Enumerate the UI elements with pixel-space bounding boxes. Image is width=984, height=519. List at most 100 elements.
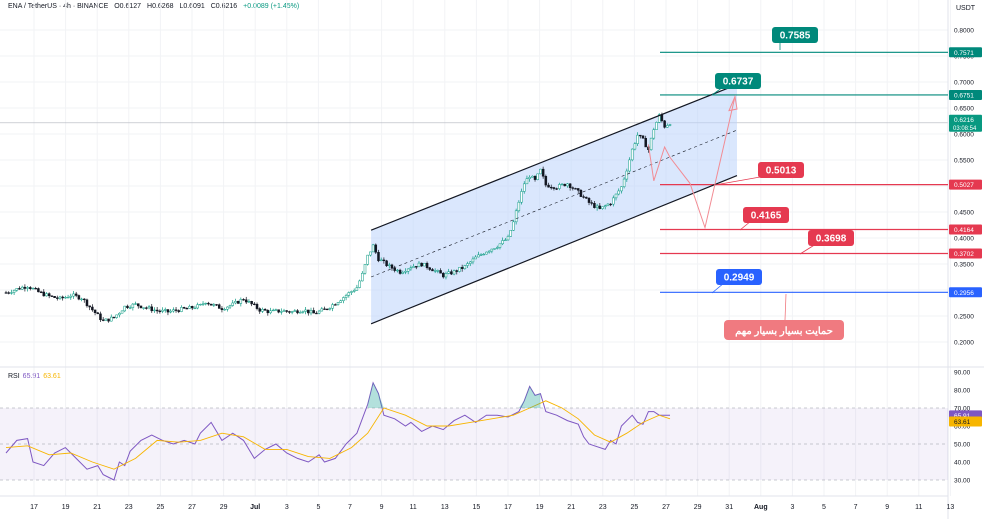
candle-body	[18, 288, 21, 290]
candle-body	[185, 307, 189, 310]
candle-body	[317, 310, 321, 314]
time-tick-label: 7	[348, 504, 352, 511]
candle-body	[296, 310, 299, 314]
rsi-axis: 90.00 80.00 70.00 60.00 50.00 40.00 30.00 65.91…	[949, 370, 982, 485]
time-tick-label: 23	[599, 504, 607, 511]
time-axis[interactable]: 17 19 21 23 25 27 29 Jul 3 5 7 9 11 13 15 17 19 21 23 25 27 2…	[30, 504, 954, 511]
candle-body	[595, 205, 599, 208]
support-note[interactable]: حمایت بسیار بسیار مهم	[724, 293, 844, 340]
price-tick-label: 0.3500	[954, 262, 974, 269]
rsi-label[interactable]: RSI	[8, 373, 20, 380]
candle-body	[158, 310, 162, 313]
candle-body	[474, 256, 477, 260]
candle-body	[66, 296, 70, 299]
candle-body	[628, 159, 631, 172]
time-tick-label: 29	[694, 504, 702, 511]
candle-body	[96, 312, 100, 315]
callout-label: 0.4165	[751, 211, 782, 222]
candle-body	[20, 286, 24, 290]
candle-body	[487, 250, 491, 253]
candle-body	[668, 124, 672, 126]
time-tick-label: 5	[822, 504, 826, 511]
candle-body	[145, 307, 148, 309]
price-tick-label: 0.6500	[954, 106, 974, 113]
candle-body	[83, 298, 86, 301]
candle-body	[169, 310, 172, 313]
candle-body	[188, 306, 191, 309]
candle-body	[242, 299, 245, 301]
candle-body	[23, 286, 27, 289]
candle-body	[514, 210, 518, 223]
candle-body	[217, 304, 221, 309]
candle-body	[255, 303, 259, 309]
price-callouts[interactable]: 0.7585 0.6737 0.5013 0.4165 0.3698 0.2949	[711, 27, 854, 294]
callout-label: 0.3698	[816, 234, 847, 245]
candle-body	[614, 193, 618, 199]
price-tick-label: 0.4000	[954, 236, 974, 243]
candle-body	[482, 253, 486, 256]
candle-body	[601, 206, 604, 209]
candle-body	[460, 267, 464, 269]
time-tick-label: 21	[93, 504, 101, 511]
candle-body	[336, 302, 340, 305]
candle-body	[164, 309, 167, 311]
time-tick-label: 13	[947, 504, 955, 511]
callout-label: 0.2949	[724, 273, 755, 284]
channel-lower-line	[370, 175, 738, 325]
candle-body	[328, 307, 332, 310]
callout-label: 0.7585	[780, 31, 811, 42]
candle-body	[220, 308, 224, 311]
price-axis[interactable]: 0.80000.75000.70000.65000.60000.55000.50…	[949, 28, 982, 347]
candle-body	[107, 318, 110, 322]
candle-body	[253, 303, 256, 305]
level-tag	[949, 89, 982, 100]
candle-body	[452, 270, 456, 275]
symbol-label[interactable]: ENA / TetherUS · 4h · BINANCE	[8, 3, 109, 10]
candle-body	[417, 262, 421, 268]
candle-body	[288, 311, 291, 313]
candle-body	[93, 309, 97, 313]
candle-body	[450, 271, 453, 275]
currency-unit[interactable]: USDT	[956, 5, 976, 12]
candle-body	[617, 190, 620, 195]
level-tag	[949, 248, 982, 259]
time-tick-label: 15	[473, 504, 481, 511]
candle-body	[56, 297, 59, 299]
channel-lines[interactable]	[370, 84, 738, 325]
time-tick-label: 21	[567, 504, 575, 511]
candle-body	[320, 308, 324, 312]
candle-body	[609, 203, 612, 206]
candle-body	[161, 309, 164, 312]
candle-body	[490, 248, 494, 252]
candle-body	[574, 188, 577, 190]
candle-body	[244, 299, 248, 303]
candle-body	[339, 300, 342, 303]
candle-body	[293, 310, 297, 312]
forecast-path[interactable]	[647, 94, 738, 230]
candle-body	[485, 251, 488, 255]
candle-body	[301, 311, 305, 313]
callout-box	[743, 207, 789, 223]
candle-body	[496, 247, 499, 249]
candle-body	[150, 306, 154, 312]
candle-body	[88, 305, 91, 308]
candle-body	[274, 309, 278, 311]
candle-body	[423, 262, 426, 267]
candle-body	[223, 308, 226, 311]
candle-body	[431, 269, 434, 272]
time-tick-label: Aug	[754, 504, 768, 511]
candle-body	[388, 264, 391, 267]
candle-body	[239, 299, 243, 304]
time-tick-label: 17	[504, 504, 512, 511]
candle-body	[85, 299, 89, 307]
candle-body	[250, 301, 253, 305]
candle-body	[334, 304, 337, 306]
rsi-ma-line	[5, 400, 671, 470]
price-tick-label: 0.7000	[954, 80, 974, 87]
candle-body	[655, 122, 658, 130]
candle-body	[118, 312, 121, 316]
rsi-tick-label: 60.00	[954, 424, 971, 431]
time-tick-label: 11	[410, 504, 417, 511]
candle-body	[226, 306, 229, 310]
